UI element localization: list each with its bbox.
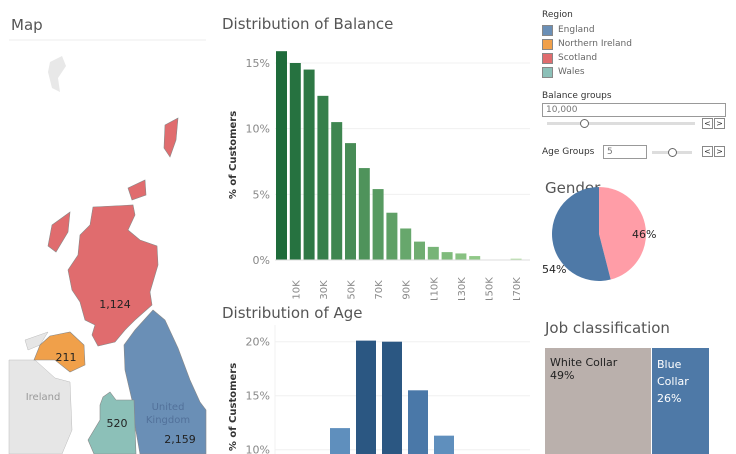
- united-kingdom-label-2: Kingdom: [146, 415, 190, 426]
- age-slider-handle[interactable]: [668, 148, 677, 157]
- wales-value: 520: [107, 417, 128, 430]
- legend-item[interactable]: Scotland: [542, 51, 632, 65]
- balance-groups-slider[interactable]: [547, 122, 695, 125]
- pie-slice[interactable]: [552, 187, 611, 281]
- balance-bar[interactable]: [276, 51, 287, 261]
- balance-slider-handle[interactable]: [580, 119, 589, 128]
- x-tick-label: 130K: [457, 277, 468, 300]
- x-tick-label: 90K: [402, 280, 413, 300]
- faroe-shape: [48, 56, 66, 92]
- y-tick-label: 5%: [253, 188, 270, 201]
- age-bar[interactable]: [408, 390, 428, 454]
- scotland-region[interactable]: [47, 117, 179, 347]
- treemap-blue-collar[interactable]: Blue Collar 26%: [651, 348, 709, 454]
- balance-chart-title: Distribution of Balance: [222, 15, 394, 33]
- blue-collar-value: 26%: [657, 392, 682, 405]
- y-axis-label: % of Customers: [228, 111, 239, 199]
- balance-bar[interactable]: [400, 228, 412, 260]
- age-chart-title: Distribution of Age: [222, 304, 363, 322]
- balance-bar[interactable]: [331, 122, 343, 260]
- balance-bar[interactable]: [427, 246, 439, 260]
- pie-label-female: 46%: [632, 228, 656, 241]
- balance-groups-label: Balance groups: [542, 91, 612, 101]
- white-collar-value: 49%: [550, 369, 575, 382]
- legend-item[interactable]: England: [542, 23, 632, 37]
- balance-groups-input[interactable]: 10,000: [542, 103, 726, 117]
- x-tick-label: 10K: [291, 280, 302, 300]
- age-chart: 10% 15% 20% % of Customers: [228, 325, 530, 454]
- northern-ireland-region[interactable]: [33, 331, 86, 373]
- y-axis-label: % of Customers: [228, 363, 239, 451]
- x-tick-label: 170K: [512, 277, 523, 300]
- x-tick-label: 30K: [319, 280, 330, 300]
- y-tick-label: 20%: [246, 336, 270, 349]
- northern-ireland-value: 211: [56, 351, 77, 364]
- x-tick-label: 110K: [429, 277, 440, 300]
- balance-bar[interactable]: [386, 212, 398, 260]
- balance-bar[interactable]: [414, 241, 425, 260]
- age-bar[interactable]: [356, 340, 376, 454]
- age-prev-button[interactable]: <: [702, 146, 713, 157]
- legend-swatch: [542, 38, 553, 50]
- pie-slice[interactable]: [599, 187, 646, 280]
- legend-label: Northern Ireland: [558, 39, 632, 49]
- age-groups-label: Age Groups: [542, 147, 595, 157]
- x-tick-label: 150K: [485, 277, 496, 300]
- legend-swatch: [542, 24, 553, 36]
- age-bar[interactable]: [434, 435, 454, 454]
- y-tick-label: 15%: [246, 390, 270, 403]
- blue-collar-label-2: Collar: [657, 375, 689, 388]
- legend-label: Scotland: [558, 53, 598, 63]
- legend-item[interactable]: Wales: [542, 65, 632, 79]
- region-legend-title: Region: [542, 10, 573, 20]
- map-title: Map: [11, 16, 43, 34]
- y-tick-label: 10%: [246, 444, 270, 454]
- united-kingdom-label: United: [152, 402, 185, 413]
- balance-bar[interactable]: [345, 143, 356, 260]
- balance-bar[interactable]: [441, 252, 453, 260]
- job-title: Job classification: [545, 319, 670, 337]
- gender-pie: 46% 54%: [542, 187, 656, 281]
- balance-bar[interactable]: [469, 256, 481, 260]
- balance-prev-button[interactable]: <: [702, 118, 713, 129]
- pie-label-male: 54%: [542, 263, 566, 276]
- legend-label: England: [558, 25, 595, 35]
- balance-bar[interactable]: [317, 95, 329, 260]
- balance-next-button[interactable]: >: [714, 118, 725, 129]
- wales-region[interactable]: [87, 391, 137, 454]
- treemap-white-collar[interactable]: White Collar 49%: [545, 348, 651, 454]
- england-value: 2,159: [164, 433, 196, 446]
- balance-bar[interactable]: [372, 189, 384, 260]
- england-region[interactable]: [123, 309, 207, 454]
- balance-bar[interactable]: [358, 168, 370, 260]
- legend-item[interactable]: Northern Ireland: [542, 37, 632, 51]
- balance-bar[interactable]: [289, 63, 301, 260]
- balance-bar[interactable]: [510, 258, 522, 260]
- scotland-value: 1,124: [99, 298, 131, 311]
- age-bar[interactable]: [382, 341, 402, 454]
- legend-swatch: [542, 66, 553, 78]
- age-bar[interactable]: [330, 428, 350, 454]
- x-tick-label: 50K: [347, 280, 358, 300]
- age-next-button[interactable]: >: [714, 146, 725, 157]
- map[interactable]: 1,124 211 Ireland 520 United Kingdom 2,1…: [0, 0, 215, 454]
- balance-chart: 0% 5% 10% 15% % of Customers 10K 30K 50K 70K 90K 1…: [228, 51, 530, 300]
- legend-label: Wales: [558, 67, 585, 77]
- white-collar-label: White Collar: [550, 356, 618, 369]
- legend-swatch: [542, 52, 553, 64]
- ireland-label: Ireland: [26, 392, 61, 403]
- blue-collar-label-1: Blue: [657, 358, 682, 371]
- age-groups-input[interactable]: 5: [603, 145, 647, 159]
- x-tick-label: 70K: [374, 280, 385, 300]
- balance-bar[interactable]: [303, 69, 315, 260]
- y-tick-label: 0%: [253, 254, 270, 267]
- balance-bar[interactable]: [455, 253, 467, 260]
- y-tick-label: 15%: [246, 57, 270, 70]
- y-tick-label: 10%: [246, 123, 270, 136]
